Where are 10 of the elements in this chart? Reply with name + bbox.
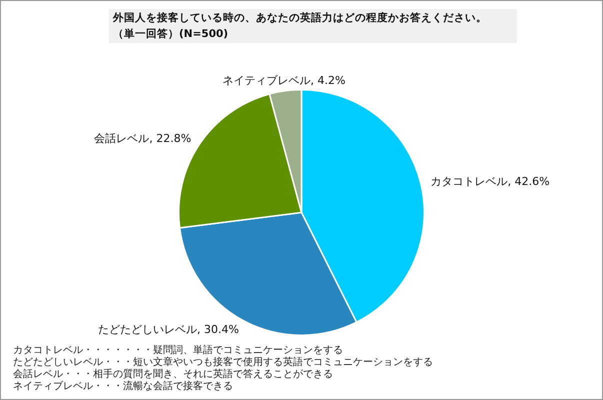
text: カタコトレベル・・・・・・・疑問詞、単語でコミュニケーションをする [13, 345, 344, 356]
chart-subtitle: （単一回答）(N=500) [113, 27, 230, 42]
chart-title: 外国人を接客している時の、あなたの英語力はどの程度かお答えください。 [113, 10, 488, 26]
text: 会話レベル・・・相手の質問を聞き、それに英語で答えることができる [13, 369, 334, 380]
slice-label: ネイティブレベル, 4.2% [222, 74, 346, 87]
slice-label: たどたどしいレベル, 30.4% [98, 322, 239, 336]
text: ネイティブレベル・・・流暢な会話で接客できる [13, 381, 234, 393]
slice-label: 会話レベル, 22.8% [94, 132, 192, 145]
text: たどたどしいレベル・・・短い文章やいつも接客で使用する英語でコミュニケーションをする [13, 357, 433, 368]
slice-label: カタコトレベル, 42.6% [430, 174, 550, 188]
